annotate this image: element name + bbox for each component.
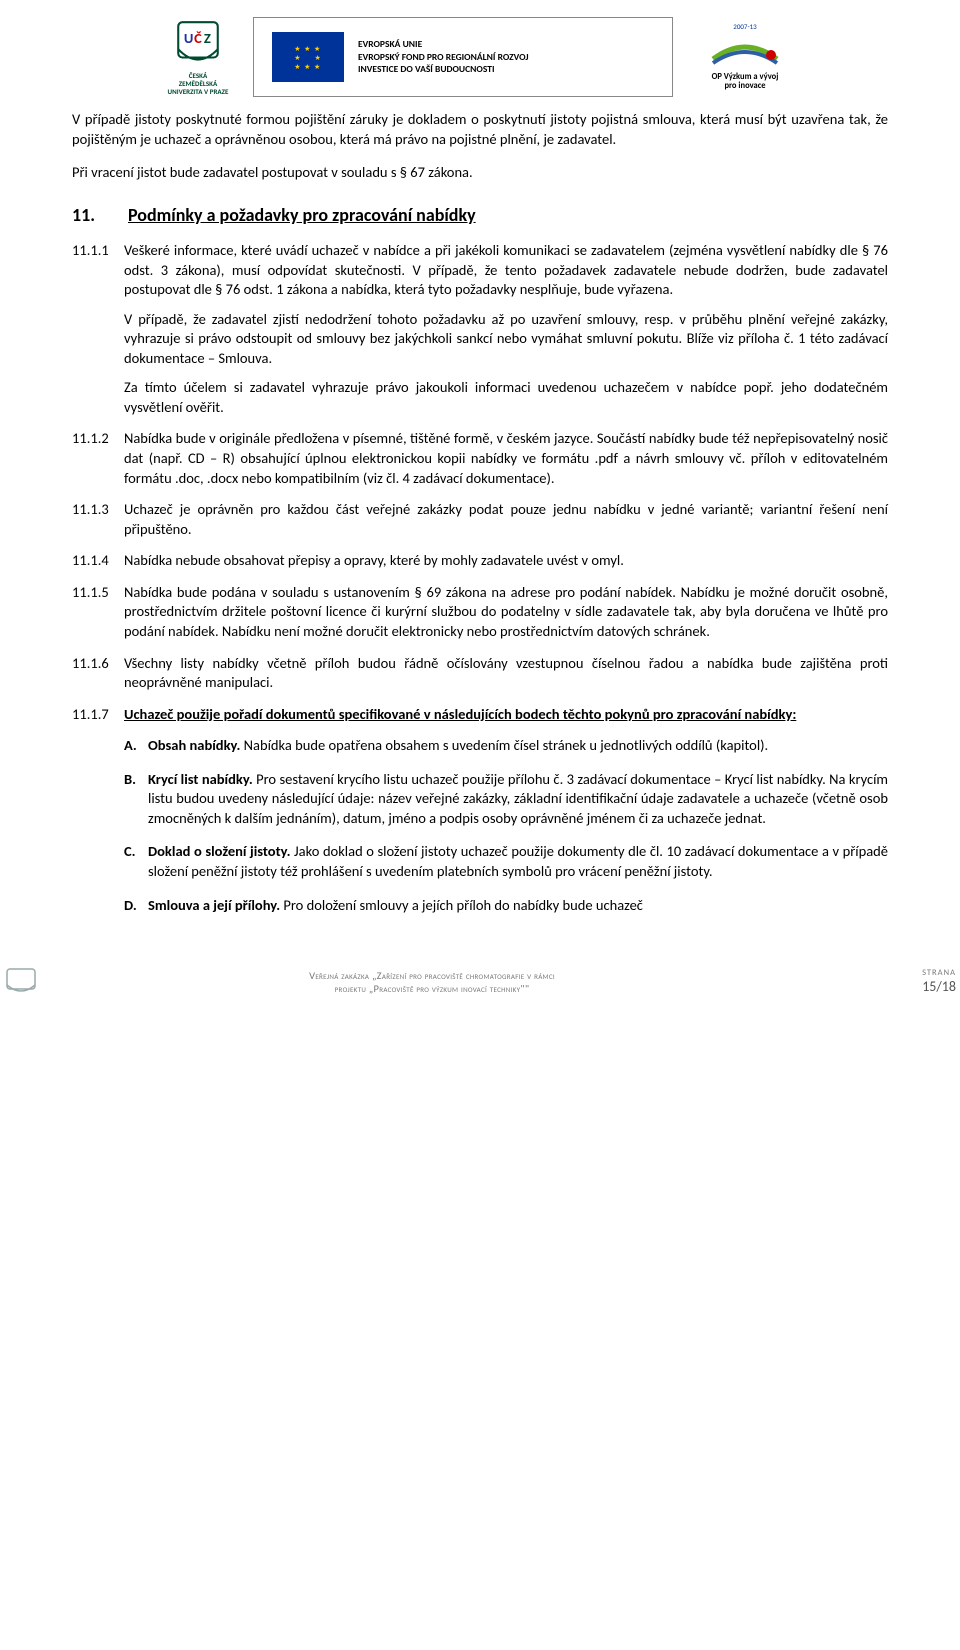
item-paragraph: V případě, že zadavatel zjistí nedodržen… [124,310,888,369]
letter-title: Krycí list nabídky. [148,770,253,788]
item-number: 11.1.1 [72,241,124,418]
letter-rest: Pro sestavení krycího listu uchazeč použ… [148,770,888,827]
letter-marker: D. [124,896,148,916]
item-paragraph: Nabídka bude v originále předložena v pí… [124,429,888,488]
item-body: Všechny listy nabídky včetně příloh budo… [124,654,888,693]
footer-line-1: Veřejná zakázka „Zařízení pro pracoviště… [309,969,555,982]
section-11-heading: 11. Podmínky a požadavky pro zpracování … [72,203,888,227]
item-number: 11.1.5 [72,583,124,642]
eu-text-block: EVROPSKÁ UNIE EVROPSKÝ FOND PRO REGIONÁL… [358,38,529,75]
letter-item: A.Obsah nabídky. Nabídka bude opatřena o… [124,736,888,756]
op-years: 2007-13 [733,23,756,31]
numbered-item: 11.1.5Nabídka bude podána v souladu s us… [72,583,888,642]
letter-body: Obsah nabídky. Nabídka bude opatřena obs… [148,736,888,756]
eu-banner-box: ★ ★ ★★ ★★ ★ ★ EVROPSKÁ UNIE EVROPSKÝ FON… [253,17,673,97]
numbered-item: 11.1.4Nabídka nebude obsahovat přepisy a… [72,551,888,571]
item-number: 11.1.3 [72,500,124,539]
letter-marker: B. [124,770,148,829]
eu-line-2: EVROPSKÝ FOND PRO REGIONÁLNÍ ROZVOJ [358,51,529,63]
eu-stars: ★ ★ ★★ ★★ ★ ★ [294,44,321,71]
letter-item: D.Smlouva a její přílohy. Pro doložení s… [124,896,888,916]
intro-paragraph-1: V případě jistoty poskytnuté formou poji… [72,110,888,149]
svg-text:Č: Č [194,29,202,47]
item-7-lead: Uchazeč použije pořadí dokumentů specifi… [124,705,888,725]
eu-line-1: EVROPSKÁ UNIE [358,38,529,50]
numbered-item: 11.1.2Nabídka bude v originále předložen… [72,429,888,488]
item-paragraph: Nabídka nebude obsahovat přepisy a oprav… [124,551,888,571]
letter-title: Smlouva a její přílohy. [148,896,280,914]
letter-item: C.Doklad o složení jistoty. Jako doklad … [124,842,888,881]
item-body: Nabídka nebude obsahovat přepisy a oprav… [124,551,888,571]
op-caption-2: pro inovace [724,81,765,91]
item-paragraph: Nabídka bude podána v souladu s ustanove… [124,583,888,642]
footer-line-2: projektu „Pracoviště pro výzkum inovací … [335,982,530,995]
letter-body: Smlouva a její přílohy. Pro doložení sml… [148,896,888,916]
item-paragraph: Uchazeč je oprávněn pro každou část veře… [124,500,888,539]
letter-marker: C. [124,842,148,881]
letter-rest: Pro doložení smlouvy a jejích příloh do … [280,896,643,914]
svg-text:U: U [184,29,194,47]
eu-flag-icon: ★ ★ ★★ ★★ ★ ★ [272,32,344,82]
letter-list: A.Obsah nabídky. Nabídka bude opatřena o… [124,736,888,915]
letter-marker: A. [124,736,148,756]
op-logo: 2007-13 OP Výzkum a vývoj pro inovace [685,14,805,100]
item-number: 11.1.7 [72,705,124,725]
section-number: 11. [72,203,104,227]
section-title: Podmínky a požadavky pro zpracování nabí… [128,203,476,227]
letter-body: Krycí list nabídky. Pro sestavení krycíh… [148,770,888,829]
czu-caption-3: UNIVERZITA V PRAZE [168,87,229,96]
document-footer: Veřejná zakázka „Zařízení pro pracoviště… [0,967,960,995]
svg-text:Z: Z [204,29,211,47]
czu-caption: ČESKÁ ZEMĚDĚLSKÁ UNIVERZITA V PRAZE [168,72,229,95]
footer-center: Veřejná zakázka „Zařízení pro pracoviště… [0,969,866,995]
strana-label: STRANA [866,968,956,978]
document-header: Č Z U ČESKÁ ZEMĚDĚLSKÁ UNIVERZITA V PRAZ… [0,0,960,110]
letter-body: Doklad o složení jistoty. Jako doklad o … [148,842,888,881]
item-body: Nabídka bude v originále předložena v pí… [124,429,888,488]
footer-right: STRANA 15/18 [866,968,956,995]
item-number: 11.1.2 [72,429,124,488]
item-paragraph: Veškeré informace, které uvádí uchazeč v… [124,241,888,300]
numbered-item: 11.1.3Uchazeč je oprávněn pro každou čás… [72,500,888,539]
item-paragraph: Za tímto účelem si zadavatel vyhrazuje p… [124,378,888,417]
numbered-item: 11.1.6Všechny listy nabídky včetně přílo… [72,654,888,693]
letter-rest: Nabídka bude opatřena obsahem s uvedením… [240,736,768,754]
document-body: V případě jistoty poskytnuté formou poji… [0,110,960,957]
page-number: 15/18 [866,978,956,995]
item-number: 11.1.6 [72,654,124,693]
czu-logo: Č Z U ČESKÁ ZEMĚDĚLSKÁ UNIVERZITA V PRAZ… [155,14,241,100]
czu-shield-icon: Č Z U [172,18,224,70]
item-body: Nabídka bude podána v souladu s ustanove… [124,583,888,642]
item-11-1-7: 11.1.7 Uchazeč použije pořadí dokumentů … [72,705,888,725]
eu-line-3: INVESTICE DO VAŠÍ BUDOUCNOSTI [358,63,529,75]
item-body: Veškeré informace, které uvádí uchazeč v… [124,241,888,418]
op-caption: OP Výzkum a vývoj pro inovace [712,73,779,92]
letter-item: B.Krycí list nabídky. Pro sestavení kryc… [124,770,888,829]
item-paragraph: Všechny listy nabídky včetně příloh budo… [124,654,888,693]
item-body: Uchazeč je oprávněn pro každou část veře… [124,500,888,539]
numbered-item: 11.1.1Veškeré informace, které uvádí uch… [72,241,888,418]
letter-title: Doklad o složení jistoty. [148,842,290,860]
item-number: 11.1.4 [72,551,124,571]
intro-paragraph-2: Při vracení jistot bude zadavatel postup… [72,163,888,183]
numbered-items-container: 11.1.1Veškeré informace, které uvádí uch… [72,241,888,693]
op-curve-icon [709,31,781,71]
letter-title: Obsah nabídky. [148,736,240,754]
